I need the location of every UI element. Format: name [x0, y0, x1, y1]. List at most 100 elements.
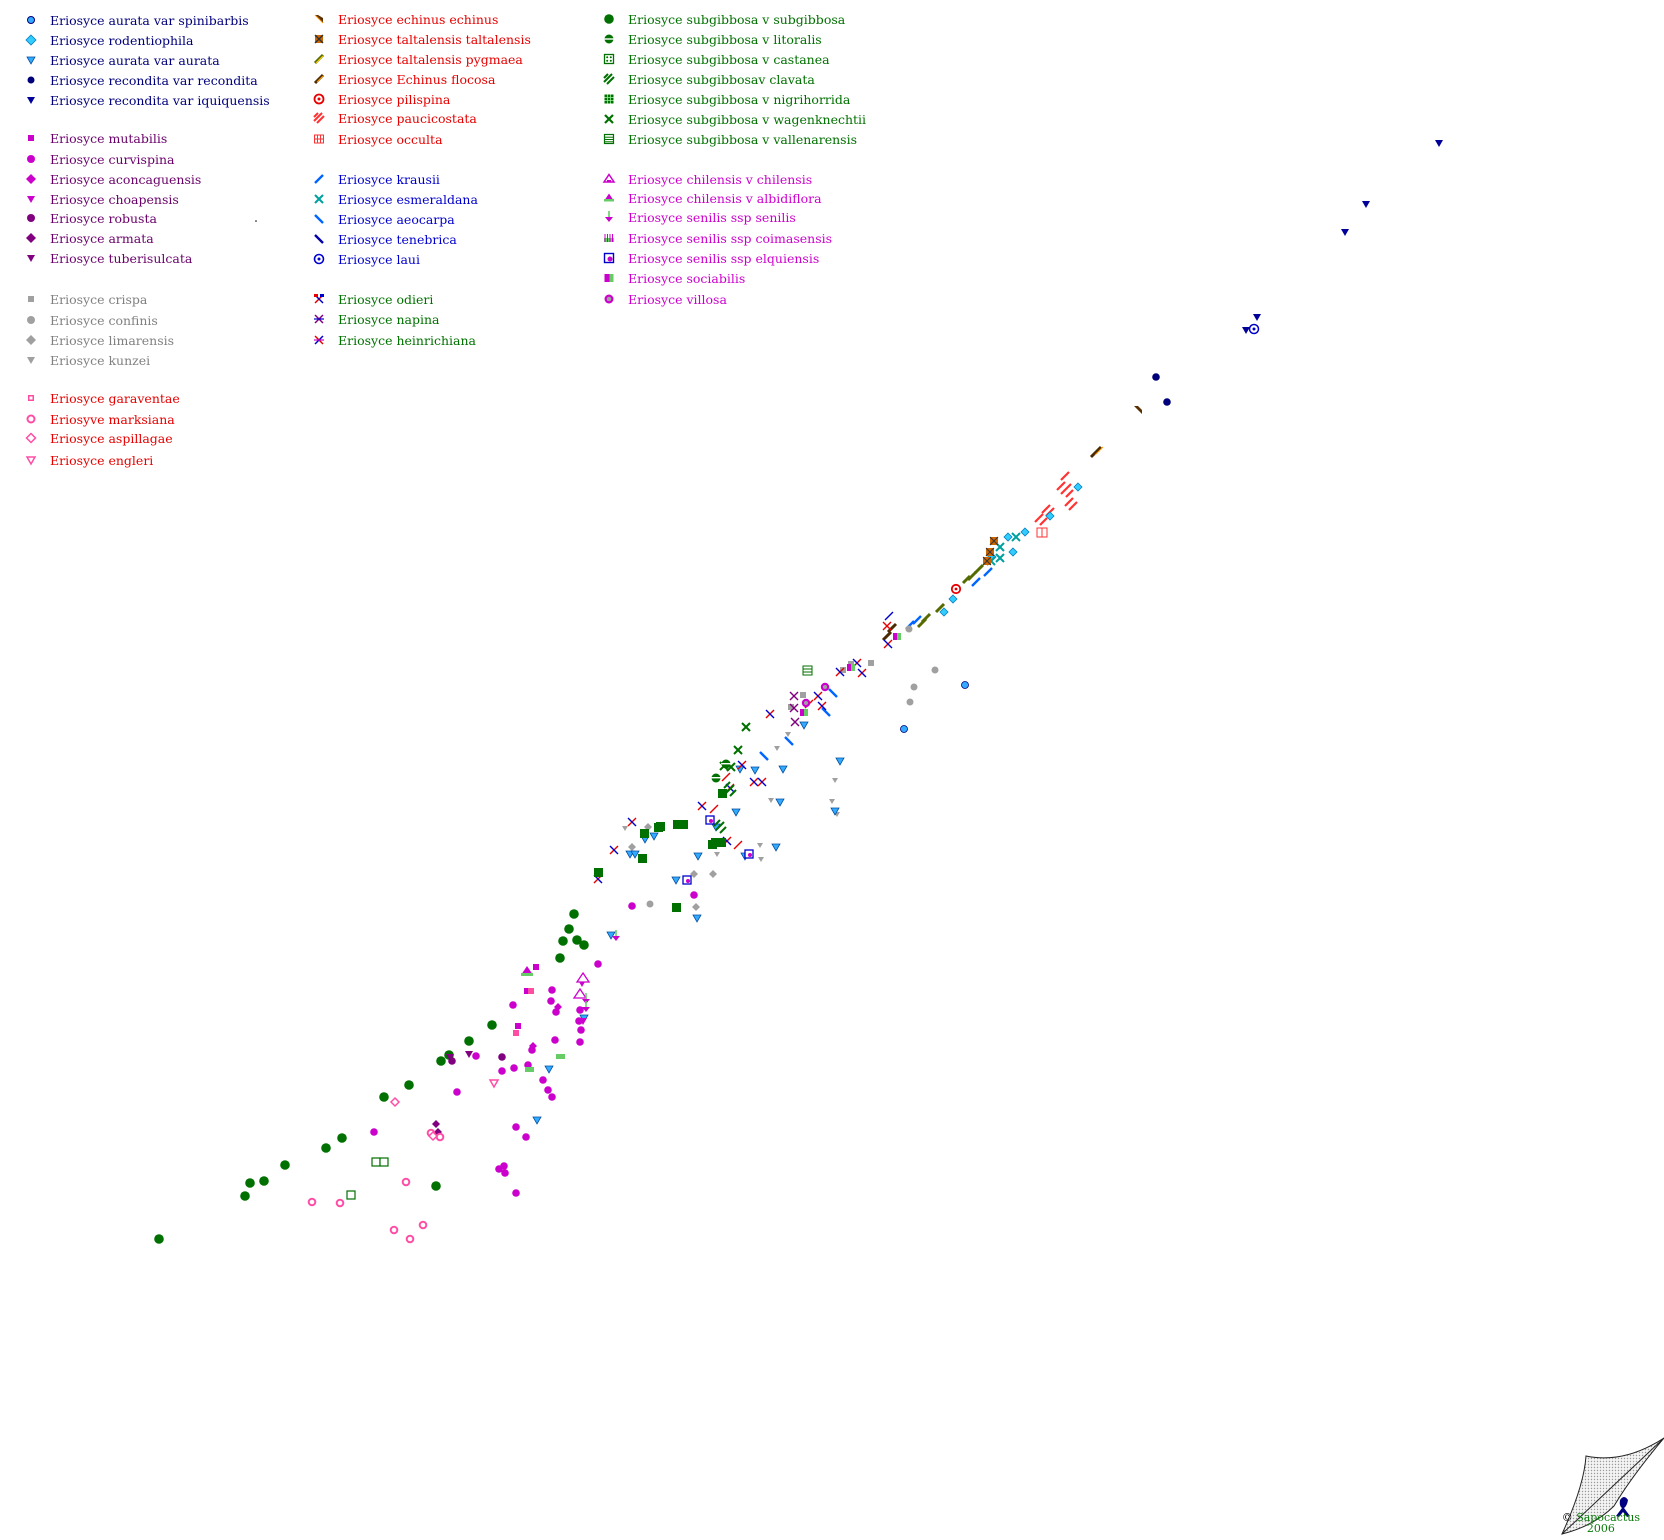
legend-item: Eriosyce krausii: [312, 169, 440, 189]
legend-item: Eriosyve marksiana: [24, 409, 175, 429]
legend-item: Eriosyce senilis ssp senilis: [602, 207, 796, 227]
legend-item: Eriosyce Echinus flocosa: [312, 69, 495, 89]
cross-brown-icon: [314, 34, 324, 44]
legend-label: Eriosyce aeocarpa: [338, 211, 455, 227]
circle-purple-icon: [27, 214, 35, 222]
x-teal-icon: [314, 194, 324, 204]
legend-item: Eriosyce armata: [24, 228, 154, 248]
legend-item: Eriosyce garaventae: [24, 388, 180, 408]
legend-label: Eriosyce odieri: [338, 291, 434, 307]
triangle-down-magenta-icon: [27, 196, 35, 203]
legend-item: Eriosyce laui: [312, 249, 420, 269]
legend-item: Eriosyce aurata var spinibarbis: [24, 10, 249, 30]
points-laui: [1248, 323, 1260, 335]
points-curvispina: [370, 891, 698, 1197]
legend-label: Eriosyce rodentiophila: [50, 32, 194, 48]
points-nigrihorrida: [594, 789, 727, 912]
legend-item: Eriosyce crispa: [24, 289, 147, 309]
legend-label: Eriosyce aurata var spinibarbis: [50, 12, 249, 28]
legend-item: Eriosyce limarensis: [24, 330, 174, 350]
points-occulta: [1036, 527, 1048, 538]
legend-label: Eriosyce recondita var iquiquensis: [50, 92, 270, 108]
legend-label: Eriosyce robusta: [50, 210, 157, 226]
comb-green-icon: [604, 234, 614, 242]
tri-up-magenta-icon: [602, 173, 616, 183]
frog-icon: [1616, 1497, 1630, 1517]
legend-label: Eriosyce aspillagae: [50, 430, 173, 446]
legend-item: Eriosyce tenebrica: [312, 229, 457, 249]
points-odieri-napina: [593, 611, 894, 884]
legend-label: Eriosyce subgibbosa v castanea: [628, 51, 830, 67]
points-echinus: [1089, 406, 1142, 459]
legend-item: Eriosyce chilensis v chilensis: [602, 169, 812, 189]
triangle-down-gray-icon: [27, 357, 35, 364]
legend-item: Eriosyce recondita var recondita: [24, 70, 258, 90]
points-litoralis: [711, 759, 731, 783]
points-kunzei: [622, 732, 840, 862]
legend-item: Eriosyce subgibbosav clavata: [602, 69, 815, 89]
points-clavata: [713, 781, 737, 834]
legend-item: Eriosyce subgibbosa v castanea: [602, 49, 830, 69]
legend-item: Eriosyce heinrichiana: [312, 330, 476, 350]
legend-label: Eriosyce occulta: [338, 131, 443, 147]
legend-label: Eriosyce subgibbosa v wagenknechtii: [628, 111, 867, 127]
legend-item: Eriosyce chilensis v albidiflora: [602, 188, 822, 208]
target-blue-icon: [313, 253, 325, 265]
legend-item: Eriosyce sociabilis: [602, 268, 745, 288]
legend-label: Eriosyce armata: [50, 230, 154, 246]
legend-label: Eriosyce limarensis: [50, 332, 175, 348]
legend-item: Eriosyce esmeraldana: [312, 189, 478, 209]
legend-label: Eriosyce choapensis: [50, 191, 179, 207]
square-magenta-icon: [28, 135, 34, 141]
points-pilispina: [950, 583, 962, 595]
legend-label: Eriosyce crispa: [50, 291, 148, 307]
legend-item: Eriosyce engleri: [24, 450, 153, 470]
triangle-down-navy-icon: [27, 97, 35, 104]
grid-red-icon: [314, 134, 324, 144]
split-circle-green-icon: [604, 34, 614, 44]
square-blue-ring-icon: [603, 252, 615, 264]
legend-item: Eriosyce senilis ssp elquiensis: [602, 248, 819, 268]
legend-item: Eriosyce aurata var aurata: [24, 50, 220, 70]
legend-item: Eriosyce echinus echinus: [312, 9, 498, 29]
legend-item: Eriosyce occulta: [312, 129, 443, 149]
legend-label: Eriosyce esmeraldana: [338, 191, 478, 207]
legend-item: Eriosyce subgibbosa v subgibbosa: [602, 9, 845, 29]
legend-label: Eriosyce subgibbosa v subgibbosa: [628, 11, 846, 27]
legend-label: Eriosyce napina: [338, 311, 440, 327]
legend-label: Eriosyce senilis ssp coimasensis: [628, 230, 833, 246]
circle-magenta-icon: [27, 155, 35, 163]
legend-label: Eriosyce aconcaguensis: [50, 171, 202, 187]
legend-item: Eriosyce aeocarpa: [312, 209, 455, 229]
legend-item: Eriosyce subgibbosa v nigrihorrida: [602, 89, 850, 109]
legend: Eriosyce aurata var spinibarbis Eriosyce…: [0, 0, 1664, 480]
legend-item: Eriosyce subgibbosa v litoralis: [602, 29, 822, 49]
legend-label: Eriosyce subgibbosa v nigrihorrida: [628, 91, 851, 107]
legend-label: Eriosyce subgibbosa v vallenarensis: [628, 131, 858, 147]
legend-label: Eriosyce paucicostata: [338, 110, 477, 126]
circle-navy-icon: [27, 76, 35, 84]
legend-label: Eriosyce tuberisulcata: [50, 250, 193, 266]
legend-item: Eriosyce curvispina: [24, 149, 174, 169]
legend-item: Eriosyce mutabilis: [24, 128, 167, 148]
legend-item: Eriosyce villosa: [602, 289, 727, 309]
asterisk-purple-icon: [314, 314, 324, 324]
legend-label: Eriosyce taltalensis pygmaea: [338, 51, 523, 67]
stripes-green-icon: [603, 73, 615, 85]
legend-item: Eriosyce taltalensis pygmaea: [312, 49, 523, 69]
circle-gray-icon: [27, 316, 35, 324]
stripes-red-icon: [313, 112, 325, 124]
points-paucicostata: [1034, 471, 1078, 526]
bowtie-brown-icon: [314, 14, 324, 24]
legend-item: Eriosyce paucicostata: [312, 108, 477, 128]
legend-item: Eriosyce pilispina: [312, 89, 450, 109]
points-pygmaea: [881, 563, 985, 642]
diamond-magenta-icon: [26, 174, 36, 184]
legend-item: Eriosyce aconcaguensis: [24, 169, 201, 189]
legend-label: Eriosyce sociabilis: [628, 270, 746, 286]
points-engleri: [488, 1079, 500, 1089]
legend-item: Eriosyce subgibbosa v wagenknechtii: [602, 109, 866, 129]
points-sociabilis: [800, 633, 901, 716]
legend-label: Eriosyce tenebrica: [338, 231, 457, 247]
